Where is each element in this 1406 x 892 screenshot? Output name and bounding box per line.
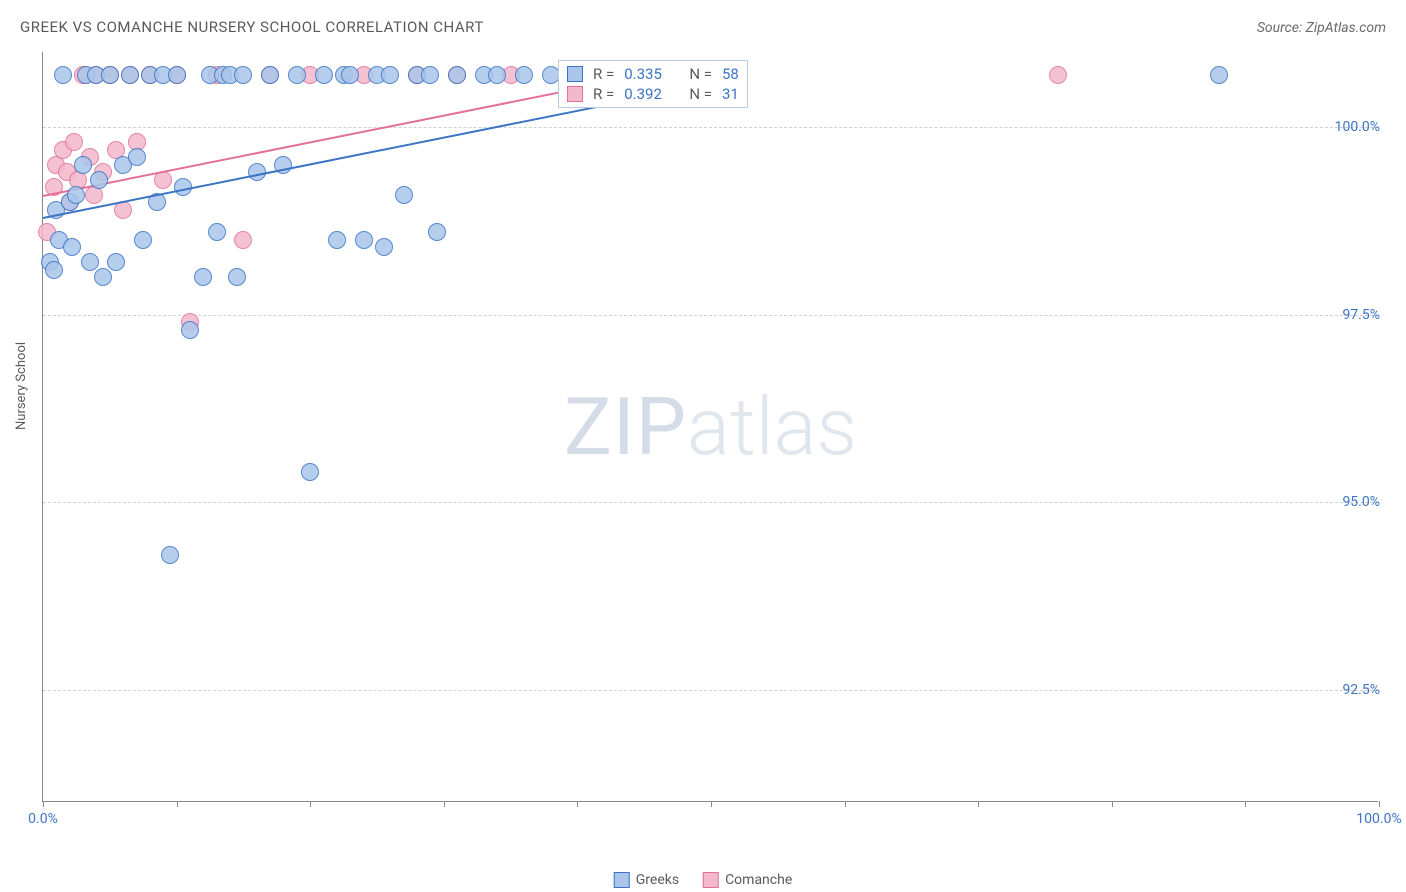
gridline-h [43,690,1378,691]
legend-swatch-greeks [614,872,630,888]
x-tick-label: 0.0% [28,811,58,827]
marker-greeks [181,321,199,339]
stats-swatch-comanche [567,86,583,102]
marker-greeks [288,66,306,84]
marker-greeks [1210,66,1228,84]
x-tick [845,801,846,807]
x-tick [310,801,311,807]
marker-greeks [161,546,179,564]
y-tick-label: 95.0% [1342,494,1380,510]
stats-n-greeks: 58 [722,65,739,83]
gridline-h [43,315,1378,316]
marker-greeks [375,238,393,256]
chart-title: GREEK VS COMANCHE NURSERY SCHOOL CORRELA… [20,18,484,36]
marker-greeks [341,66,359,84]
marker-greeks [63,238,81,256]
marker-greeks [121,66,139,84]
x-tick [577,801,578,807]
stats-r-label-2: R = [593,85,614,103]
x-tick [177,801,178,807]
marker-comanche [234,231,252,249]
stats-r-greeks: 0.335 [624,65,662,83]
marker-greeks [194,268,212,286]
marker-greeks [428,223,446,241]
marker-comanche [1049,66,1067,84]
stats-r-label: R = [593,65,614,83]
marker-greeks [74,156,92,174]
marker-greeks [107,253,125,271]
legend-bottom: Greeks Comanche [614,872,793,888]
legend-label-comanche: Comanche [725,872,792,888]
marker-greeks [488,66,506,84]
y-tick-label: 92.5% [1342,682,1380,698]
stats-n-label: N = [689,65,712,83]
marker-greeks [395,186,413,204]
marker-greeks [261,66,279,84]
marker-greeks [448,66,466,84]
gridline-h [43,502,1378,503]
y-axis-label: Nursery School [14,342,29,430]
marker-greeks [54,66,72,84]
marker-greeks [67,186,85,204]
marker-greeks [81,253,99,271]
marker-greeks [94,268,112,286]
marker-greeks [542,66,560,84]
marker-greeks [134,231,152,249]
x-tick [444,801,445,807]
marker-greeks [381,66,399,84]
watermark-atlas: atlas [687,380,857,474]
y-tick-label: 100.0% [1335,119,1380,135]
x-tick-label: 100.0% [1356,811,1401,827]
gridline-h [43,127,1378,128]
stats-r-comanche: 0.392 [624,85,662,103]
marker-greeks [90,171,108,189]
marker-comanche [65,133,83,151]
stats-box: R = 0.335 N = 58 R = 0.392 N = 31 [558,60,748,108]
source-label: Source: ZipAtlas.com [1257,20,1386,36]
marker-greeks [421,66,439,84]
x-tick [978,801,979,807]
marker-greeks [315,66,333,84]
x-tick [1379,801,1380,807]
watermark-zip: ZIP [564,380,687,474]
marker-greeks [234,66,252,84]
legend-item-comanche: Comanche [703,872,792,888]
x-tick [1112,801,1113,807]
x-tick [711,801,712,807]
stats-row-greeks: R = 0.335 N = 58 [567,65,739,83]
stats-swatch-greeks [567,66,583,82]
marker-greeks [301,463,319,481]
marker-greeks [228,268,246,286]
marker-greeks [328,231,346,249]
legend-item-greeks: Greeks [614,872,679,888]
plot-area: ZIPatlas 92.5%95.0%97.5%100.0%0.0%100.0% [42,52,1378,802]
marker-greeks [128,148,146,166]
marker-greeks [101,66,119,84]
marker-greeks [45,261,63,279]
stats-n-comanche: 31 [722,85,739,103]
x-tick [43,801,44,807]
watermark: ZIPatlas [564,380,857,474]
stats-n-label-2: N = [689,85,712,103]
marker-greeks [515,66,533,84]
marker-greeks [208,223,226,241]
marker-greeks [355,231,373,249]
x-tick [1245,801,1246,807]
y-tick-label: 97.5% [1342,307,1380,323]
legend-label-greeks: Greeks [636,872,679,888]
stats-row-comanche: R = 0.392 N = 31 [567,85,739,103]
marker-greeks [168,66,186,84]
legend-swatch-comanche [703,872,719,888]
